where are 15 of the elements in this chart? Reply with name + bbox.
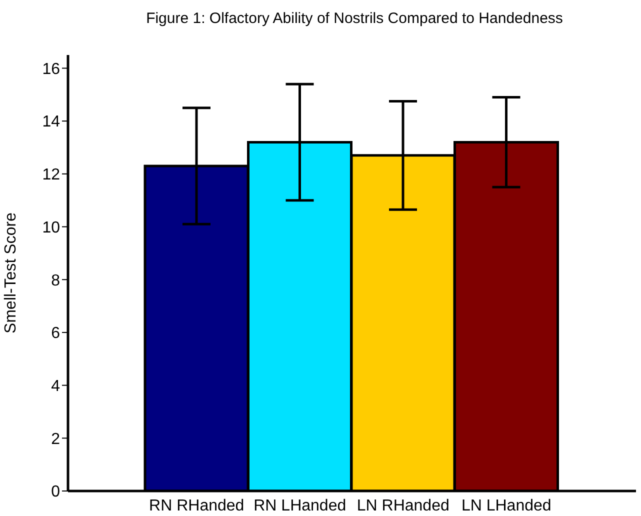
y-tick-label: 12 — [42, 166, 60, 184]
x-tick-label: LN LHanded — [461, 497, 552, 514]
chart-title: Figure 1: Olfactory Ability of Nostrils Compared to Handedness — [145, 10, 564, 27]
y-axis-title: Smell-Test Score — [2, 212, 20, 334]
y-tick-label: 4 — [51, 378, 60, 395]
y-tick-label: 10 — [42, 219, 60, 236]
y-tick-label: 16 — [42, 60, 60, 78]
y-tick-label: 2 — [51, 430, 60, 448]
x-tick-label: RN RHanded — [149, 497, 244, 514]
y-tick-label: 8 — [51, 272, 60, 290]
y-tick-label: 14 — [42, 114, 60, 131]
x-tick-label: RN LHanded — [254, 497, 346, 514]
y-tick-label: 0 — [51, 484, 60, 501]
x-tick-label: LN RHanded — [356, 497, 450, 514]
y-tick-label: 6 — [51, 325, 60, 342]
